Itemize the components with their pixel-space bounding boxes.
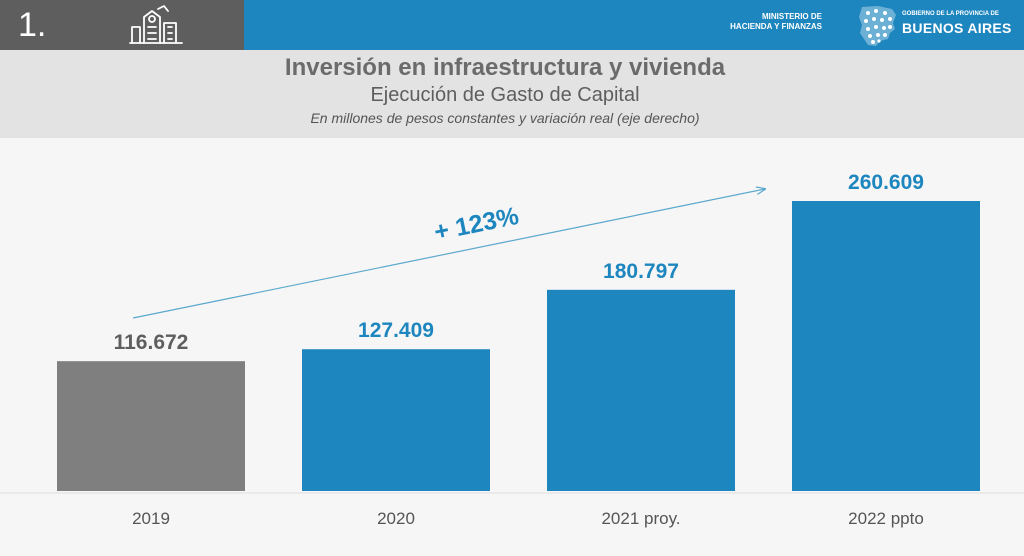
ministry-line2: HACIENDA Y FINANZAS bbox=[730, 22, 822, 31]
category-label: 2019 bbox=[132, 509, 170, 528]
value-label: 260.609 bbox=[848, 171, 924, 194]
chart-note: En millones de pesos constantes y variac… bbox=[310, 110, 700, 126]
ministry-label: MINISTERIO DE HACIENDA Y FINANZAS bbox=[730, 12, 822, 32]
section-number: 1. bbox=[18, 6, 47, 44]
bar-2019 bbox=[57, 361, 245, 491]
gov-label-line2: BUENOS AIRES bbox=[902, 20, 1012, 36]
category-label: 2020 bbox=[377, 509, 415, 528]
infrastructure-icon bbox=[129, 5, 183, 44]
ministry-line1: MINISTERIO DE bbox=[761, 12, 822, 21]
bar-2022-ppto bbox=[792, 201, 980, 491]
growth-annotation: + 123% bbox=[432, 202, 521, 246]
province-map-icon bbox=[859, 6, 896, 46]
value-label: 180.797 bbox=[603, 260, 679, 283]
bar-2021-proy bbox=[547, 289, 735, 491]
bars-group: 116.672 2019 127.409 2020 180.797 2021 proy. 2… bbox=[57, 171, 980, 528]
category-label: 2021 proy. bbox=[601, 509, 680, 528]
topbar-left bbox=[0, 0, 244, 50]
chart-title: Inversión en infraestructura y vivienda bbox=[284, 54, 726, 81]
bar-2020 bbox=[302, 349, 490, 491]
title-band bbox=[0, 50, 1024, 138]
growth-arrow bbox=[132, 189, 765, 319]
topbar-right bbox=[244, 0, 1024, 50]
category-label: 2022 ppto bbox=[848, 509, 924, 528]
value-label: 116.672 bbox=[114, 331, 189, 354]
chart-subtitle: Ejecución de Gasto de Capital bbox=[370, 84, 640, 106]
gov-label-line1: GOBIERNO DE LA PROVINCIA DE bbox=[902, 11, 999, 17]
value-label: 127.409 bbox=[358, 319, 434, 342]
